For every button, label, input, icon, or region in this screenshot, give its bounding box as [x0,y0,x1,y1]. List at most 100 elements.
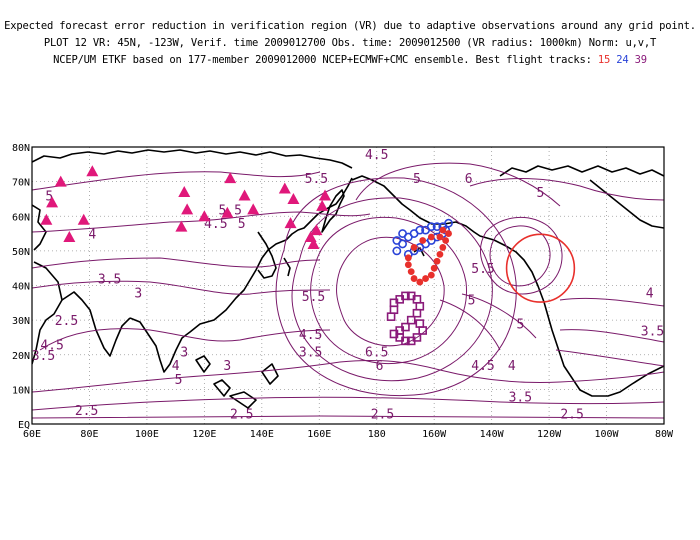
site-marker-triangle [175,220,188,232]
track-24-point [398,229,407,238]
flight-track-39 [386,291,427,346]
track-15-point [416,278,424,286]
header-line-2: PLOT 12 VR: 45N, -123W, Verif. time 2009… [43,37,657,49]
track-39-point [389,305,399,315]
lat-tick-label: 10N [12,385,30,396]
lat-tick-label: 50N [12,247,30,258]
site-marker-triangle [221,206,234,218]
contour-label: 3.5 [641,325,664,340]
track-15-point [430,264,438,272]
site-marker-triangle [307,237,320,249]
plot-frame [31,146,665,425]
contour-label: 3 [180,345,188,360]
lat-tick-label: 30N [12,316,30,327]
lon-tick-label: 100E [135,429,159,440]
track-15-point [419,237,427,244]
lon-tick-label: 140E [250,429,274,440]
contour-label: 3 [134,286,142,301]
site-marker-triangle [287,192,300,204]
contour-label: 4.5 [471,359,494,374]
contour-label: 4.5 [40,338,63,353]
track-39-point [401,336,410,346]
contour-label: 4 [646,286,654,301]
track-24-point [432,222,442,232]
track-39-point [401,291,410,301]
site-marker-triangle [63,231,76,243]
track-15-point [427,233,435,241]
contour-label: 3.5 [299,345,322,360]
lon-tick-label: 120W [537,429,562,440]
site-marker-triangle [86,165,99,177]
contour-label: 5 [537,186,545,201]
track-24-legend: 24 [616,54,629,66]
site-marker-triangle [40,213,53,225]
track-15-legend: 15 [597,54,611,66]
lon-tick-label: 100W [594,429,619,440]
track-15-point [439,226,447,234]
contour-label: 3.5 [509,390,532,405]
header-line-3: NCEP/UM ETKF based on 177-member 2009012… [0,54,700,66]
track-15-point [410,244,418,251]
track-15-point [439,244,447,251]
contour-label: 5 [175,373,183,388]
contour-label: 5 [468,293,476,308]
contour-label: 2.5 [371,408,394,423]
site-marker-triangle [224,172,237,184]
contour-label: 5 [413,172,421,187]
track-39-point [412,333,422,342]
site-marker-triangle [316,199,329,211]
flight-track-15 [404,226,452,286]
contour-label: 6 [465,172,473,187]
site-marker-triangle [319,189,332,201]
track-15-point [436,233,444,241]
contour-label: 6 [376,359,384,374]
track-39-point [412,308,422,318]
track-39-point [415,319,425,328]
contour-label: 2.5 [75,404,98,419]
track-15-point [433,257,441,265]
track-15-point [422,275,429,282]
coastlines [32,149,664,409]
error-reduction-contours [32,162,664,419]
site-marker-triangle [278,182,291,194]
contour-label: 4 [508,359,516,374]
lat-tick-label: 80N [12,143,30,154]
header-line-3-text: NCEP/UM ETKF based on 177-member 2009012… [53,54,592,66]
lon-tick-label: 160W [422,429,447,440]
lat-tick-label: 20N [12,351,30,362]
contour-label: 3 [223,359,231,374]
site-marker-triangle [247,203,260,215]
contour-label: 4 [172,359,180,374]
site-marker-triangle [178,186,191,198]
lon-tick-label: 120E [192,429,216,440]
site-marker-triangle [310,224,323,236]
track-39-point [415,301,425,311]
track-24-point [426,222,436,232]
track-24-point [392,246,402,256]
site-marker-triangle [77,213,90,225]
site-marker-triangle [46,196,59,208]
contour-label: 4.5 [299,328,322,343]
track-15-point [404,261,412,269]
track-24-point [415,225,425,235]
header-line-1: Expected forecast error reduction in ver… [4,20,696,32]
lon-tick-label: 140W [480,429,505,440]
track-15-point [445,230,452,237]
site-marker-triangle [238,189,251,201]
lon-tick-label: 160E [307,429,331,440]
track-15-point [410,275,418,282]
contour-label: 5 [45,189,53,204]
lat-tick-label: 40N [12,282,30,293]
lon-tick-label: 60E [23,429,41,440]
contour-label: 2.5 [230,408,253,423]
track-24-point [392,236,402,245]
contour-label: 5.5 [302,290,325,305]
contour-label: 5.5 [305,172,328,187]
lat-lon-grid [32,147,664,424]
lon-tick-label: 180 [368,429,386,440]
lon-tick-label: 80W [655,429,674,440]
contour-label: 6.5 [365,345,388,360]
site-marker-triangle [198,210,211,222]
contour-label: 2.5 [560,408,583,423]
